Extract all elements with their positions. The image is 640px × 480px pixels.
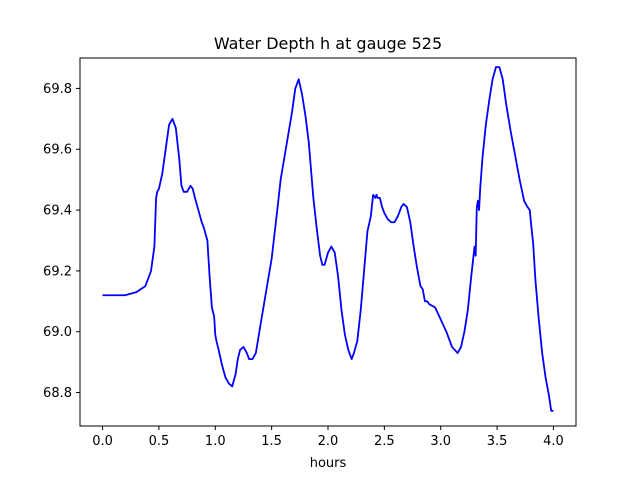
y-tick-label: 69.4	[43, 204, 72, 219]
x-tick-label: 2.5	[374, 434, 395, 449]
y-tick-label: 69.2	[43, 264, 72, 279]
x-tick-label: 2.0	[318, 434, 339, 449]
y-axis: 68.8 69.0 69.2 69.4 69.6 69.8	[43, 82, 80, 401]
x-axis: 0.0 0.5 1.0 1.5 2.0 2.5 3.0 3.5 4.0	[92, 426, 564, 449]
x-axis-label: hours	[310, 456, 347, 471]
chart-title: Water Depth h at gauge 525	[214, 34, 442, 53]
x-tick-label: 4.0	[543, 434, 564, 449]
y-tick-label: 69.0	[43, 325, 72, 340]
y-tick-label: 68.8	[43, 386, 72, 401]
x-tick-label: 1.0	[205, 434, 226, 449]
y-tick-label: 69.8	[43, 82, 72, 97]
x-tick-label: 3.5	[487, 434, 508, 449]
series-line-0	[102, 66, 554, 412]
x-tick-label: 0.5	[149, 434, 170, 449]
x-tick-label: 1.5	[261, 434, 282, 449]
plot-area	[102, 66, 554, 412]
y-tick-label: 69.6	[43, 143, 72, 158]
x-tick-label: 3.0	[430, 434, 451, 449]
x-tick-label: 0.0	[92, 434, 113, 449]
